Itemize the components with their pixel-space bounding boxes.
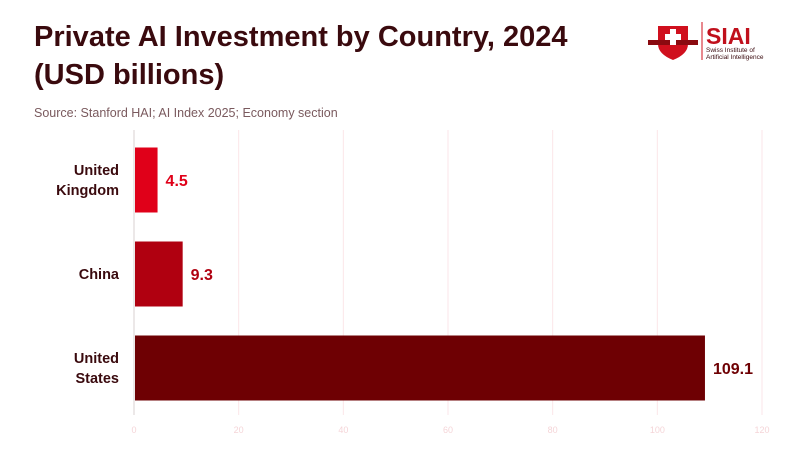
bar	[135, 241, 183, 307]
value-label: 9.3	[191, 267, 213, 284]
category-label: China	[79, 267, 120, 283]
bar	[135, 147, 158, 213]
x-tick-label: 80	[548, 425, 558, 435]
x-tick-label: 60	[443, 425, 453, 435]
x-tick-label: 40	[338, 425, 348, 435]
category-label-line: States	[75, 371, 119, 387]
svg-text:Swiss Institute of: Swiss Institute of	[706, 47, 755, 54]
x-tick-label: 120	[754, 425, 769, 435]
x-tick-label: 20	[234, 425, 244, 435]
category-label-line: Kingdom	[56, 183, 119, 199]
shield-icon: SIAI Swiss Institute of Artificial Intel…	[648, 22, 764, 61]
siai-logo: SIAI Swiss Institute of Artificial Intel…	[648, 20, 778, 62]
category-label: United States	[74, 351, 119, 387]
title-line-2: (USD billions)	[34, 59, 225, 91]
category-label-line: United	[74, 163, 119, 179]
category-label-line: United	[74, 351, 119, 367]
bar	[135, 335, 705, 401]
chart-title: Private AI Investment by Country, 2024 (…	[34, 18, 634, 94]
title-line-1: Private AI Investment by Country, 2024	[34, 21, 568, 53]
source-note: Source: Stanford HAI; AI Index 2025; Eco…	[34, 106, 338, 120]
category-label-line: China	[79, 267, 120, 283]
svg-text:SIAI: SIAI	[706, 23, 751, 49]
x-tick-label: 0	[131, 425, 136, 435]
x-tick-label: 100	[650, 425, 665, 435]
category-label: United Kingdom	[56, 163, 119, 199]
value-label: 4.5	[166, 173, 188, 190]
svg-text:Artificial Intelligence: Artificial Intelligence	[706, 54, 764, 61]
value-label: 109.1	[713, 361, 753, 378]
